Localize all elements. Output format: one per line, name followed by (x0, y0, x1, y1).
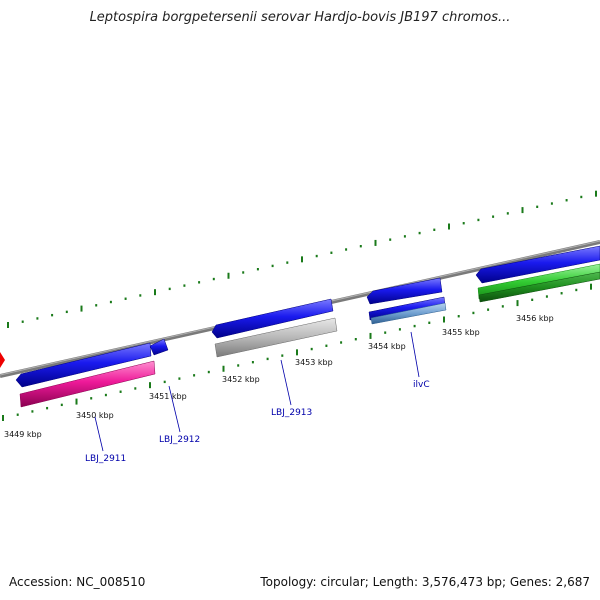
gene-arrow-blue-2 (149, 338, 169, 356)
leader-line (410, 331, 420, 378)
gene-track (15, 245, 600, 408)
accession-text: Accession: NC_008510 (9, 575, 146, 589)
scale-label: 3453 kbp (295, 358, 333, 367)
leader-line (280, 359, 292, 406)
scale-label: 3450 kbp (76, 411, 114, 420)
scale-label: 3452 kbp (222, 375, 260, 384)
gene-bar-pink (19, 360, 156, 408)
leader-line (94, 416, 104, 452)
scale-label: 3451 kbp (149, 392, 187, 401)
gene-label-ilvc: ilvC (413, 380, 430, 390)
gene-label-leaders (94, 331, 420, 452)
lower-tick-row (2, 283, 592, 421)
scale-label: 3456 kbp (516, 314, 554, 323)
upper-tick-row (7, 190, 597, 328)
gene-arrow-blue-6 (475, 245, 600, 284)
red-feature-arrow (0, 352, 5, 368)
scale-labels: 3449 kbp 3450 kbp 3451 kbp 3452 kbp 3453… (4, 314, 554, 439)
scale-label: 3455 kbp (442, 328, 480, 337)
map-title: Leptospira borgpetersenii serovar Hardjo… (89, 10, 511, 25)
scale-label: 3454 kbp (368, 342, 406, 351)
gene-label-lbj2911: LBJ_2911 (85, 454, 126, 464)
gene-label-lbj2912: LBJ_2912 (159, 435, 200, 445)
gene-bar-darkgreen (478, 271, 600, 303)
gene-arrow-blue-3 (211, 298, 334, 339)
gene-bar-gray (214, 317, 338, 358)
topology-info-text: Topology: circular; Length: 3,576,473 bp… (260, 575, 590, 589)
gene-bar-lightblue (370, 302, 447, 325)
gene-arrow-blue-1 (15, 342, 152, 388)
gene-arrow-blue-4 (366, 277, 443, 305)
scale-label: 3449 kbp (4, 430, 42, 439)
gene-labels: LBJ_2911 LBJ_2912 LBJ_2913 ilvC (85, 380, 430, 464)
leader-line (168, 385, 181, 433)
gene-label-lbj2913: LBJ_2913 (271, 408, 312, 418)
